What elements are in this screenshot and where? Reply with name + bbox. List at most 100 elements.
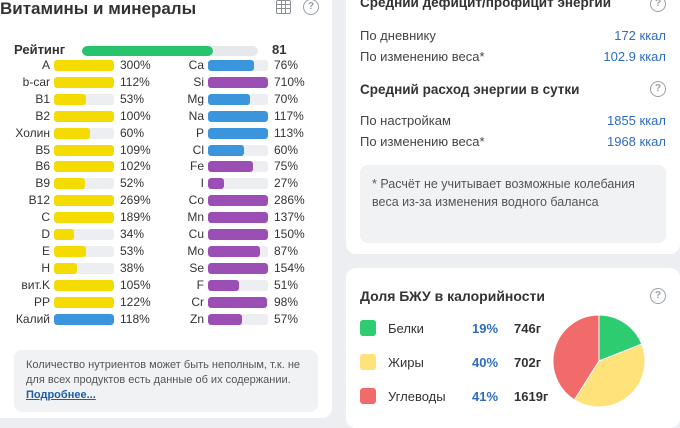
nutrient-bar bbox=[54, 93, 114, 105]
nutrient-percent: 34% bbox=[120, 227, 145, 241]
nutrient-name: B9 bbox=[35, 176, 50, 191]
nutrient-percent: 105% bbox=[120, 277, 151, 292]
nutrient-percent: 100% bbox=[120, 108, 151, 123]
by-diary-label: По дневнику bbox=[360, 28, 436, 43]
pie-slice bbox=[552, 314, 600, 401]
bju-name: Жиры bbox=[388, 355, 424, 370]
nutrient-bar-fill bbox=[208, 262, 268, 274]
nutrient-name: E bbox=[41, 243, 50, 258]
nutrient-percent: 286% bbox=[274, 193, 305, 208]
by-settings-value: 1855 ккал bbox=[606, 113, 666, 128]
nutrient-bar-fill bbox=[208, 279, 239, 291]
nutrient-bar bbox=[208, 161, 268, 173]
deficit-title: Средний дефицит/профицит энергии bbox=[360, 0, 612, 10]
bju-grams: 702г bbox=[514, 355, 542, 370]
nutrient-bar-fill bbox=[54, 144, 114, 156]
nutrient-bar-fill bbox=[54, 127, 90, 139]
more-link[interactable]: Подробнее... bbox=[26, 389, 96, 401]
nutrient-bar-fill bbox=[208, 93, 250, 105]
nutrient-bar bbox=[208, 262, 268, 274]
help-icon[interactable]: ? bbox=[303, 0, 319, 15]
bju-percent: 40% bbox=[472, 355, 499, 370]
by-weight-label: По изменению веса* bbox=[360, 49, 485, 64]
nutrient-bar-fill bbox=[208, 313, 243, 325]
nutrient-bar-fill bbox=[208, 76, 268, 88]
nutrient-percent: 98% bbox=[274, 294, 299, 309]
nutrient-percent: 109% bbox=[120, 142, 151, 157]
rating-bar-fill bbox=[82, 46, 214, 56]
nutrient-bar-fill bbox=[54, 229, 75, 240]
table-icon[interactable] bbox=[276, 0, 291, 14]
nutrient-name: B2 bbox=[35, 108, 50, 123]
nutrient-name: Cu bbox=[188, 227, 204, 241]
bju-title: Доля БЖУ в калорийности bbox=[360, 288, 546, 304]
deficit-help-icon[interactable]: ? bbox=[650, 0, 666, 12]
by-weight2-value: 1968 ккал bbox=[606, 134, 666, 149]
nutrient-percent: 117% bbox=[274, 108, 304, 123]
bju-grams: 746г bbox=[514, 321, 542, 336]
bju-name: Углеводы bbox=[388, 389, 446, 404]
nutrient-bar-fill bbox=[54, 296, 114, 308]
nutrient-percent: 52% bbox=[120, 176, 145, 191]
nutrient-bar bbox=[208, 296, 268, 308]
nutrient-name: Cl bbox=[192, 142, 204, 157]
nutrient-bar bbox=[208, 313, 268, 325]
bju-name: Белки bbox=[388, 321, 424, 336]
nutrient-bar bbox=[54, 245, 114, 257]
nutrient-percent: 150% bbox=[274, 227, 305, 241]
nutrient-bar-fill bbox=[54, 262, 77, 274]
rating-value: 81 bbox=[272, 42, 287, 57]
nutrient-bar-fill bbox=[208, 161, 253, 173]
nutrient-bar-fill bbox=[208, 245, 261, 257]
nutrient-name: b-car bbox=[22, 74, 50, 89]
nutrient-percent: 112% bbox=[120, 74, 150, 89]
nutrient-bar-fill bbox=[54, 60, 114, 71]
bju-grams: 1619г bbox=[514, 389, 549, 404]
nutrient-percent: 154% bbox=[274, 260, 305, 275]
nutrient-percent: 137% bbox=[274, 210, 305, 225]
nutrient-name: Mo bbox=[187, 243, 204, 258]
nutrient-bar bbox=[208, 195, 268, 207]
nutrient-bar bbox=[208, 110, 268, 122]
nutrient-bar-fill bbox=[54, 76, 114, 88]
nutrient-bar bbox=[54, 76, 114, 88]
nutrient-name: C bbox=[41, 210, 50, 225]
nutrient-percent: 118% bbox=[120, 311, 150, 326]
nutrient-name: B1 bbox=[35, 91, 50, 106]
nutrient-bar-fill bbox=[54, 245, 86, 257]
nutrient-percent: 76% bbox=[274, 58, 299, 72]
nutrient-bar bbox=[54, 178, 114, 190]
nutrient-bar-fill bbox=[208, 229, 268, 240]
nutrient-bar bbox=[54, 296, 114, 308]
by-settings-label: По настройкам bbox=[360, 113, 451, 128]
nutrient-percent: 60% bbox=[274, 142, 299, 157]
nutrient-percent: 102% bbox=[120, 159, 151, 174]
nutrient-name: P bbox=[195, 125, 204, 140]
expense-help-icon[interactable]: ? bbox=[650, 81, 666, 97]
nutrient-percent: 710% bbox=[274, 74, 305, 89]
bju-percent: 19% bbox=[472, 321, 499, 336]
nutrient-bar bbox=[54, 229, 114, 240]
nutrient-percent: 70% bbox=[274, 91, 299, 106]
nutrient-percent: 27% bbox=[274, 176, 299, 191]
bju-percent: 41% bbox=[472, 389, 499, 404]
nutrient-bar bbox=[208, 279, 268, 291]
nutrient-name: вит.K bbox=[21, 277, 50, 292]
nutrient-name: Na bbox=[188, 108, 204, 123]
nutrient-name: Fe bbox=[189, 159, 204, 174]
nutrient-bar bbox=[208, 93, 268, 105]
bju-pie-chart bbox=[552, 314, 646, 408]
nutrient-name: Mg bbox=[187, 91, 204, 106]
nutrient-percent: 87% bbox=[274, 243, 299, 258]
nutrient-name: Se bbox=[189, 260, 204, 275]
nutrient-bar-fill bbox=[208, 212, 268, 224]
nutrient-bar-fill bbox=[54, 313, 114, 325]
nutrient-percent: 51% bbox=[274, 277, 299, 292]
bju-help-icon[interactable]: ? bbox=[650, 288, 666, 304]
pie-slice bbox=[598, 314, 643, 362]
nutrient-bar-fill bbox=[208, 178, 225, 190]
nutrient-bar bbox=[208, 212, 268, 224]
nutrient-bar bbox=[208, 144, 268, 156]
nutrient-name: I bbox=[200, 176, 204, 191]
nutrient-percent: 113% bbox=[274, 125, 304, 140]
